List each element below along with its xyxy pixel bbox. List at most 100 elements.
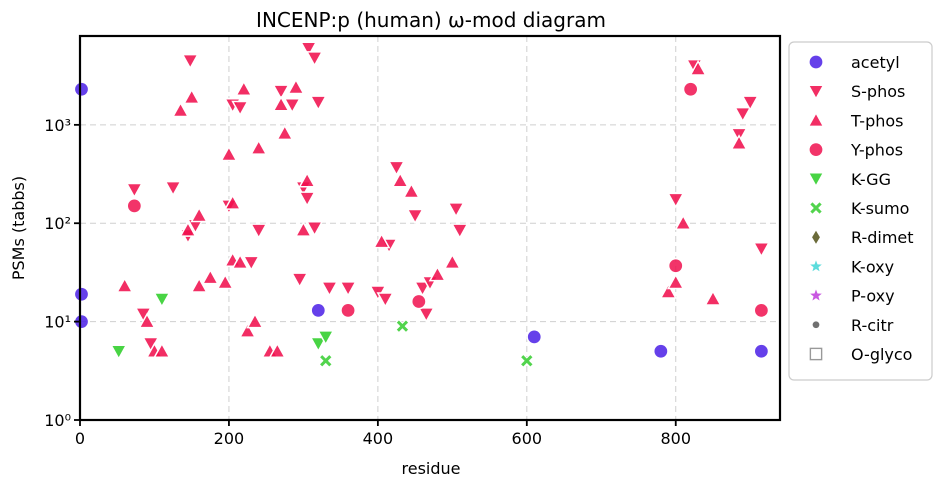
- point-t-phos: [298, 171, 316, 188]
- legend-label-k-gg: K-GG: [851, 170, 891, 189]
- legend: acetyl S-phos T-phos Y-phos K-GG K-sumo R-dime…: [788, 41, 933, 381]
- point-s-phos: [231, 100, 249, 117]
- point-s-phos: [125, 182, 144, 199]
- point-t-phos: [216, 273, 234, 290]
- chart-title: INCENP:p (human) ω-mod diagram: [256, 8, 606, 32]
- legend-frame: [788, 41, 933, 381]
- legend-entry-p-oxy: P-oxy: [807, 286, 895, 306]
- point-s-phos: [309, 95, 328, 112]
- legend-entry-s-phos: S-phos: [807, 82, 905, 101]
- point-k-gg: [316, 330, 335, 346]
- point-t-phos: [190, 206, 208, 223]
- point-t-phos: [201, 268, 220, 285]
- y-tick-label: 10⁰: [44, 411, 71, 430]
- point-k-gg: [309, 336, 328, 353]
- y-axis-label: PSMs (tabbs): [9, 176, 28, 280]
- x-axis-label: residue: [402, 459, 461, 478]
- x-tick-label: 0: [75, 429, 85, 448]
- point-t-phos: [249, 139, 268, 155]
- point-s-phos: [666, 192, 685, 209]
- axis-ticks: 0 200 400 600 800 10⁰ 10¹ 10² 10³: [44, 116, 691, 448]
- legend-marker-k-oxy: [807, 257, 825, 274]
- point-s-phos: [320, 281, 339, 297]
- point-acetyl: [652, 343, 669, 360]
- point-t-phos: [115, 276, 134, 293]
- point-acetyl: [73, 81, 90, 98]
- point-t-phos: [153, 342, 171, 358]
- point-y-phos: [682, 81, 699, 98]
- point-t-phos: [268, 342, 287, 358]
- point-s-phos: [272, 84, 290, 101]
- point-s-phos: [752, 242, 771, 258]
- point-t-phos: [730, 134, 748, 151]
- point-s-phos: [387, 160, 406, 177]
- point-t-phos: [235, 80, 253, 97]
- legend-entry-k-oxy: K-oxy: [807, 257, 894, 276]
- point-t-phos: [287, 78, 305, 95]
- point-t-phos: [179, 221, 197, 237]
- point-t-phos: [171, 101, 190, 118]
- legend-entry-k-gg: K-GG: [807, 170, 891, 189]
- legend-marker-o-glyco: [809, 347, 823, 361]
- point-k-sumo: [519, 353, 534, 368]
- legend-marker-acetyl: [808, 54, 824, 70]
- point-t-phos: [272, 95, 290, 112]
- point-s-phos: [406, 208, 424, 225]
- legend-label-acetyl: acetyl: [851, 53, 900, 72]
- legend-entry-k-sumo: K-sumo: [808, 199, 909, 218]
- point-t-phos: [231, 253, 249, 270]
- legend-label-r-citr: R-citr: [851, 316, 894, 335]
- point-acetyl: [310, 302, 327, 319]
- data-points: [73, 41, 771, 368]
- legend-marker-k-sumo: [808, 200, 824, 216]
- legend-entry-o-glyco: O-glyco: [809, 345, 912, 364]
- point-acetyl: [526, 328, 543, 345]
- point-t-phos: [443, 253, 462, 270]
- point-s-phos: [290, 272, 309, 289]
- point-t-phos: [674, 214, 692, 230]
- y-tick-label: 10³: [44, 116, 71, 135]
- point-t-phos: [659, 282, 678, 299]
- x-tick-label: 600: [512, 429, 543, 448]
- point-s-phos: [242, 255, 261, 272]
- point-t-phos: [138, 312, 156, 329]
- point-s-phos: [249, 223, 268, 240]
- point-s-phos: [376, 292, 395, 308]
- point-t-phos: [666, 273, 685, 290]
- point-y-phos: [340, 302, 356, 319]
- point-y-phos: [410, 293, 427, 310]
- legend-label-k-oxy: K-oxy: [851, 257, 894, 276]
- point-t-phos: [689, 59, 707, 76]
- point-s-phos: [413, 281, 432, 297]
- point-s-phos: [305, 220, 324, 237]
- point-s-phos: [164, 180, 182, 197]
- point-t-phos: [402, 182, 421, 199]
- point-acetyl: [73, 286, 90, 303]
- legend-marker-r-citr: [812, 321, 820, 329]
- point-t-phos: [372, 232, 391, 249]
- point-t-phos: [391, 171, 409, 188]
- y-tick-label: 10²: [44, 214, 71, 233]
- point-s-phos: [299, 41, 318, 58]
- point-s-phos: [447, 202, 465, 218]
- legend-marker-y-phos: [808, 141, 824, 158]
- point-t-phos: [223, 194, 242, 210]
- legend-label-t-phos: T-phos: [850, 111, 904, 130]
- plot-frame: [78, 34, 782, 422]
- y-tick-label: 10¹: [44, 313, 71, 332]
- point-s-phos: [339, 281, 357, 297]
- legend-marker-k-gg: [807, 172, 825, 188]
- legend-marker-t-phos: [807, 111, 825, 128]
- legend-marker-p-oxy: [807, 286, 825, 303]
- legend-marker-s-phos: [807, 84, 825, 101]
- legend-entry-acetyl: acetyl: [808, 53, 900, 72]
- point-y-phos: [667, 257, 684, 274]
- legend-label-y-phos: Y-phos: [850, 141, 903, 160]
- legend-entry-y-phos: Y-phos: [808, 141, 903, 160]
- x-tick-label: 400: [363, 429, 394, 448]
- point-s-phos: [181, 53, 199, 70]
- legend-label-s-phos: S-phos: [851, 82, 905, 101]
- legend-label-o-glyco: O-glyco: [851, 345, 912, 364]
- point-t-phos: [238, 322, 257, 338]
